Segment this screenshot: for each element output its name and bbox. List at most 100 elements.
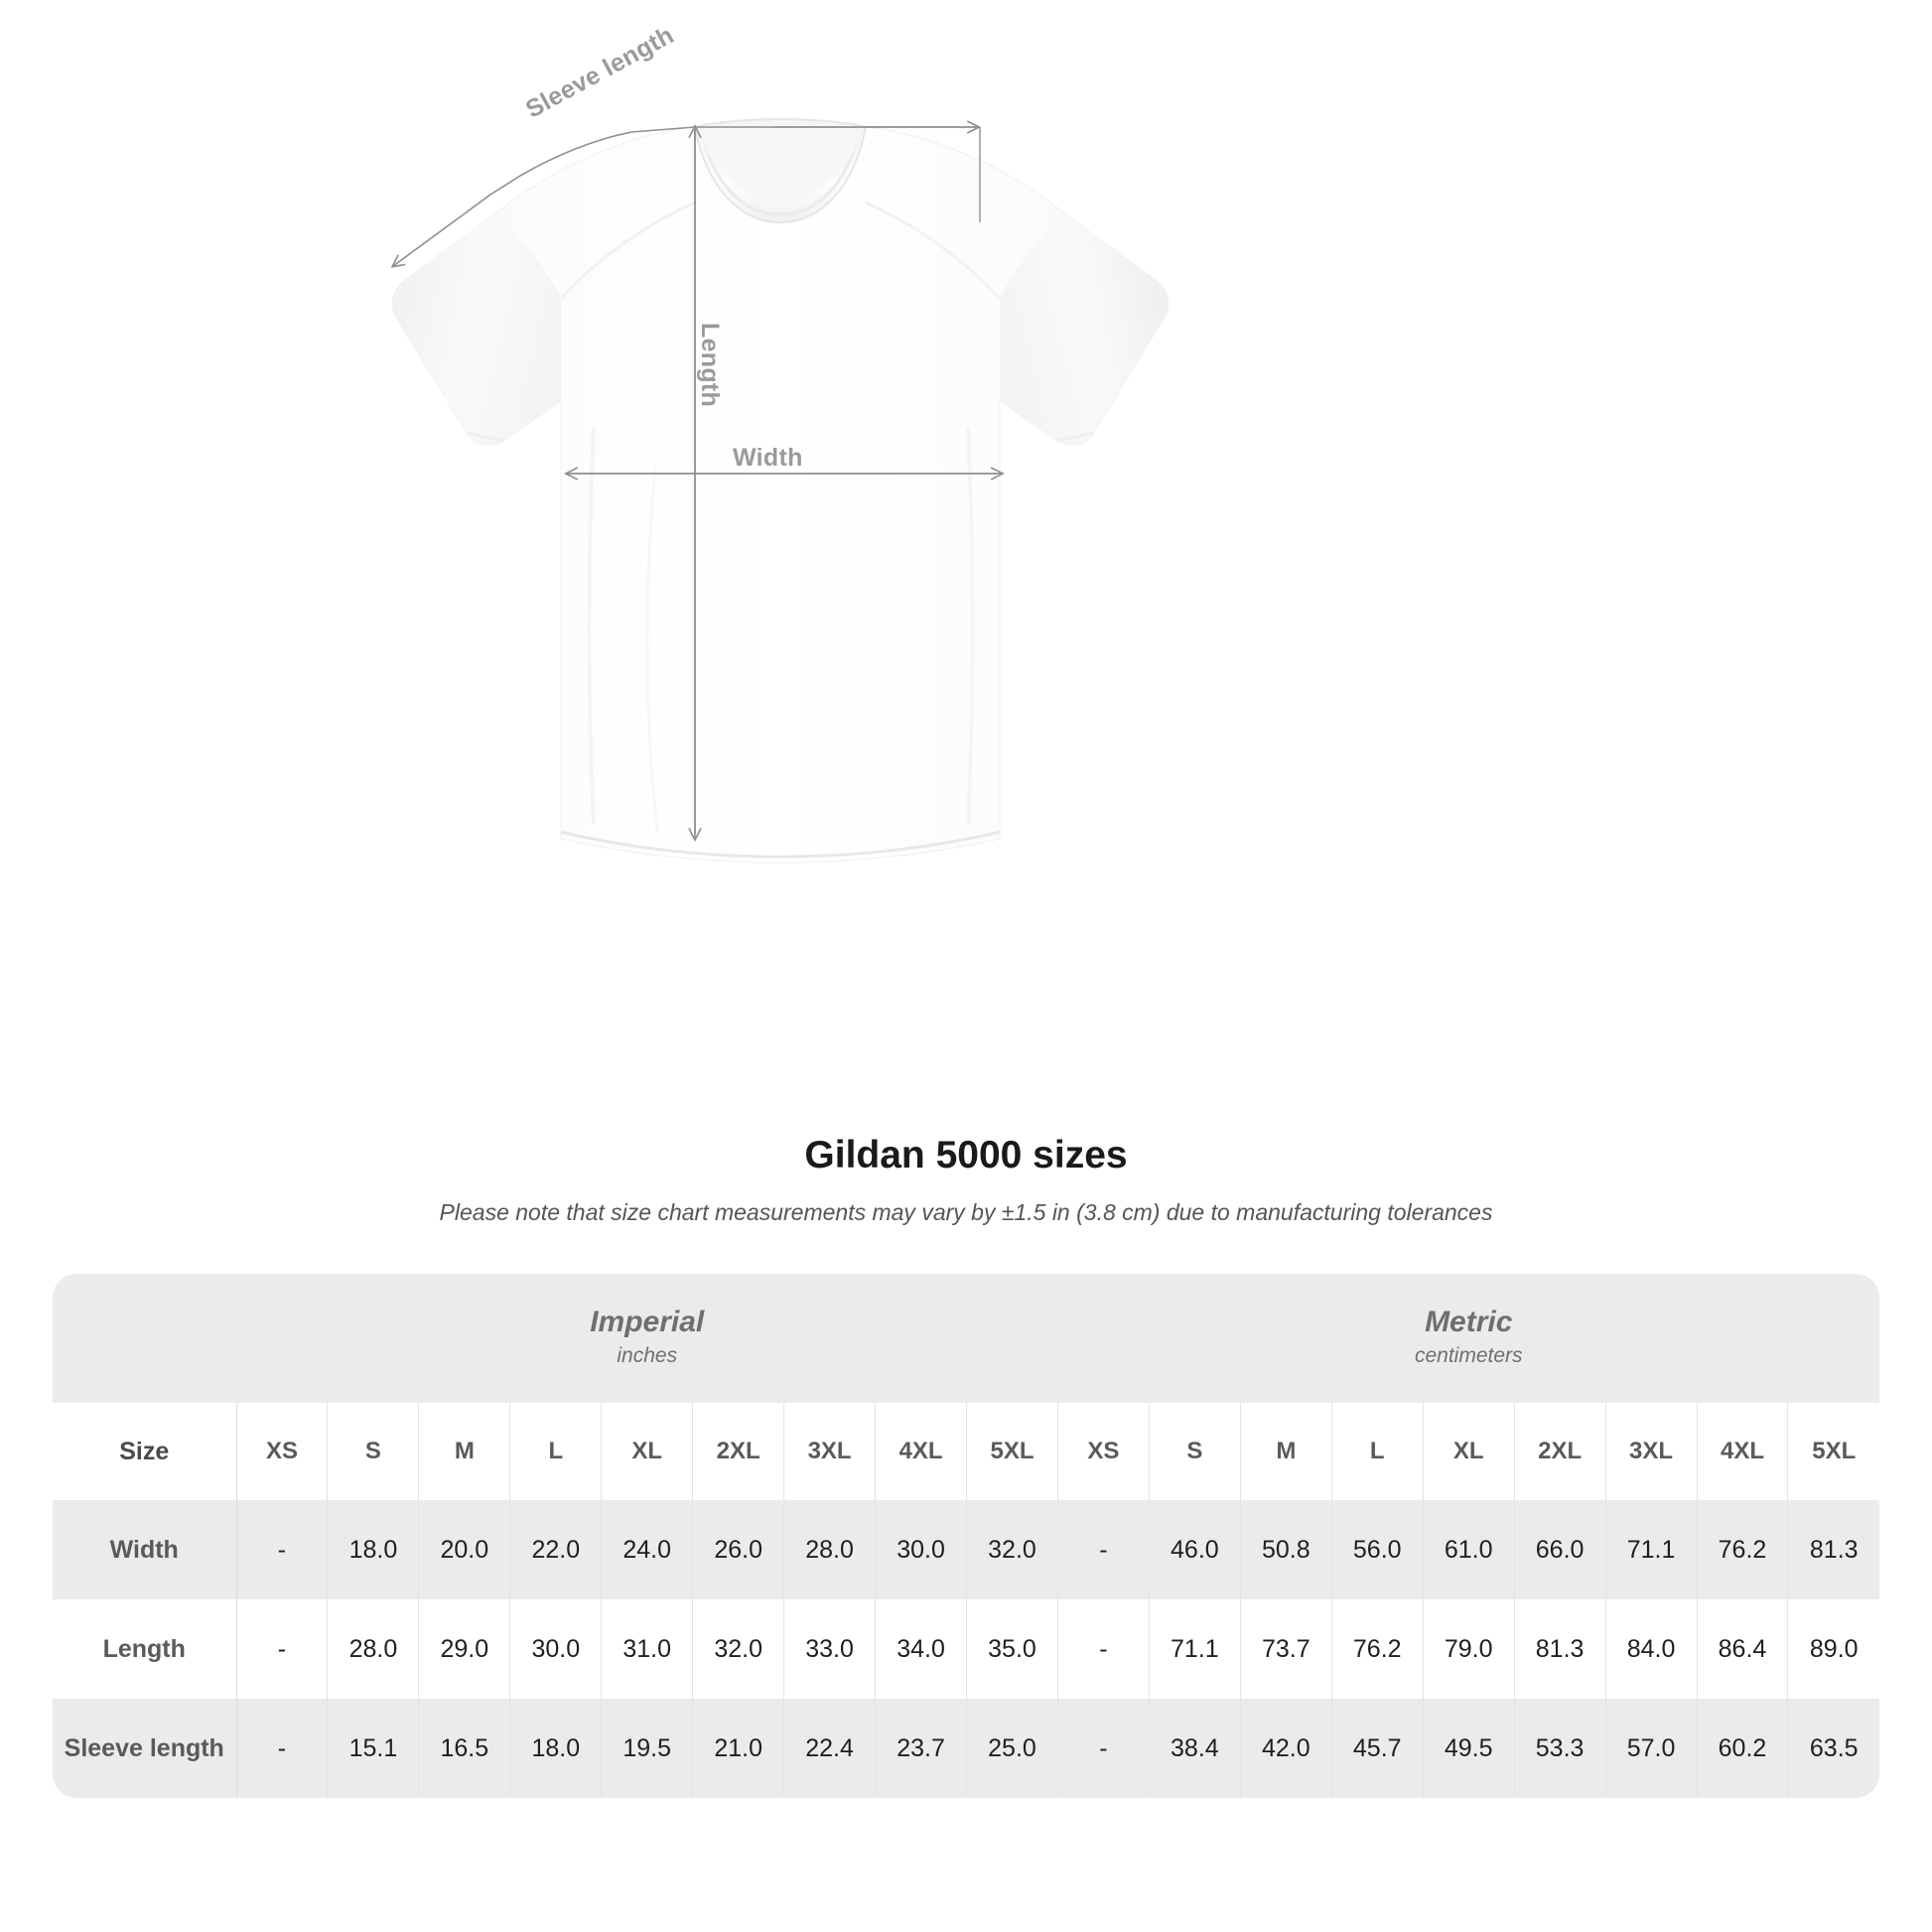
measurement-cell: 84.0 xyxy=(1605,1599,1698,1699)
measurement-cell: 38.4 xyxy=(1149,1699,1241,1798)
unit-banner-imperial: Imperial inches xyxy=(236,1274,1058,1403)
measurement-cell: 22.0 xyxy=(509,1500,603,1599)
size-header-imperial-2xl: 2XL xyxy=(692,1403,785,1500)
measurement-cell: 49.5 xyxy=(1423,1699,1515,1798)
measurement-cell: - xyxy=(236,1500,329,1599)
size-header-metric-2xl: 2XL xyxy=(1514,1403,1606,1500)
measurement-cell: 53.3 xyxy=(1514,1699,1606,1798)
measurement-cell: 21.0 xyxy=(692,1699,785,1798)
measurement-cell: 73.7 xyxy=(1240,1599,1332,1699)
size-header-imperial-3xl: 3XL xyxy=(783,1403,877,1500)
measurement-cell: - xyxy=(236,1599,329,1699)
row-label-length: Length xyxy=(53,1599,237,1699)
size-header-imperial-s: S xyxy=(327,1403,420,1500)
unit-banner-spacer xyxy=(53,1274,236,1403)
chart-heading: Gildan 5000 sizes Please note that size … xyxy=(0,1132,1932,1228)
measurement-cell: 86.4 xyxy=(1697,1599,1789,1699)
sleeve-length-dimension xyxy=(393,127,981,266)
measurement-cell: 24.0 xyxy=(601,1500,694,1599)
measurement-cell: - xyxy=(1057,1500,1150,1599)
page-title: Gildan 5000 sizes xyxy=(804,1134,1128,1176)
measurement-cell: 60.2 xyxy=(1697,1699,1789,1798)
measurement-cell: - xyxy=(1057,1699,1150,1798)
measurement-cell: 18.0 xyxy=(509,1699,603,1798)
measurement-cell: 89.0 xyxy=(1787,1599,1880,1699)
size-header-imperial-m: M xyxy=(418,1403,511,1500)
size-header-metric-l: L xyxy=(1331,1403,1424,1500)
size-header-metric-s: S xyxy=(1149,1403,1241,1500)
measurement-cell: 61.0 xyxy=(1423,1500,1515,1599)
size-chart-table: Imperial inches Metric centimeters Size … xyxy=(53,1274,1880,1798)
unit-system-imperial: Imperial xyxy=(590,1306,705,1338)
measurement-cell: 63.5 xyxy=(1787,1699,1880,1798)
measurement-cell: 22.4 xyxy=(783,1699,877,1798)
size-header-metric-m: M xyxy=(1240,1403,1332,1500)
size-header-row: Size XS S M L XL 2XL 3XL 4XL 5XL XS S M L XL 2XL 3XL 4XL… xyxy=(53,1403,1880,1500)
table-row: Length -28.0 29.0 30.0 31.0 32.0 33.0 34.0 35.0-… xyxy=(53,1599,1880,1699)
unit-sub-imperial: inches xyxy=(617,1343,678,1367)
measurement-cell: - xyxy=(236,1699,329,1798)
row-label-sleeve-length: Sleeve length xyxy=(53,1699,237,1798)
unit-banner-row: Imperial inches Metric centimeters xyxy=(53,1274,1880,1403)
measurement-cell: 81.3 xyxy=(1514,1599,1606,1699)
measurement-cell: 28.0 xyxy=(783,1500,877,1599)
measurement-cell: 71.1 xyxy=(1605,1500,1698,1599)
tshirt-illustration xyxy=(0,117,1170,864)
measurement-cell: - xyxy=(1057,1599,1150,1699)
measurement-cell: 30.0 xyxy=(875,1500,967,1599)
size-chart-table-wrapper: Imperial inches Metric centimeters Size … xyxy=(53,1274,1880,1798)
measurement-cell: 76.2 xyxy=(1697,1500,1789,1599)
table-row: Width -18.0 20.0 22.0 24.0 26.0 28.0 30.0 32.0-4… xyxy=(53,1500,1880,1599)
measurement-cell: 42.0 xyxy=(1240,1699,1332,1798)
measurement-cell: 25.0 xyxy=(966,1699,1058,1798)
unit-system-metric: Metric xyxy=(1425,1306,1513,1338)
measurement-cell: 45.7 xyxy=(1331,1699,1424,1798)
measurement-cell: 35.0 xyxy=(966,1599,1058,1699)
unit-sub-metric: centimeters xyxy=(1414,1343,1523,1367)
measurement-cell: 20.0 xyxy=(418,1500,511,1599)
measurement-cell: 46.0 xyxy=(1149,1500,1241,1599)
measurement-cell: 15.1 xyxy=(327,1699,420,1798)
measurement-cell: 18.0 xyxy=(327,1500,420,1599)
measurement-cell: 81.3 xyxy=(1787,1500,1880,1599)
unit-banner-metric: Metric centimeters xyxy=(1057,1274,1880,1403)
measurement-cell: 23.7 xyxy=(875,1699,967,1798)
measurement-cell: 56.0 xyxy=(1331,1500,1424,1599)
size-chart-thead: Imperial inches Metric centimeters Size … xyxy=(53,1274,1880,1500)
size-header-imperial-xs: XS xyxy=(236,1403,329,1500)
measurement-cell: 33.0 xyxy=(783,1599,877,1699)
measurement-cell: 79.0 xyxy=(1423,1599,1515,1699)
shirt-body-shape xyxy=(391,117,1170,864)
measurement-cell: 32.0 xyxy=(966,1500,1058,1599)
tolerance-note: Please note that size chart measurements… xyxy=(439,1198,1493,1225)
measurement-cell: 29.0 xyxy=(418,1599,511,1699)
measurement-cell: 32.0 xyxy=(692,1599,785,1699)
size-header-metric-xs: XS xyxy=(1057,1403,1150,1500)
width-label: Width xyxy=(733,444,803,472)
size-header-imperial-l: L xyxy=(509,1403,603,1500)
measurement-cell: 71.1 xyxy=(1149,1599,1241,1699)
dimension-lines xyxy=(393,127,1002,839)
size-header-metric-3xl: 3XL xyxy=(1605,1403,1698,1500)
measurement-cell: 76.2 xyxy=(1331,1599,1424,1699)
length-label: Length xyxy=(696,323,724,408)
table-row: Sleeve length -15.1 16.5 18.0 19.5 21.0 22.4 23… xyxy=(53,1699,1880,1798)
size-header-metric-5xl: 5XL xyxy=(1787,1403,1880,1500)
tshirt-diagram: Sleeve length Length Width xyxy=(0,21,1170,864)
measurement-cell: 31.0 xyxy=(601,1599,694,1699)
size-header-imperial-xl: XL xyxy=(601,1403,694,1500)
measurement-cell: 57.0 xyxy=(1605,1699,1698,1798)
measurement-cell: 19.5 xyxy=(601,1699,694,1798)
size-header-metric-4xl: 4XL xyxy=(1697,1403,1789,1500)
measurement-cell: 30.0 xyxy=(509,1599,603,1699)
measurement-cell: 50.8 xyxy=(1240,1500,1332,1599)
measurement-cell: 26.0 xyxy=(692,1500,785,1599)
measurement-cell: 34.0 xyxy=(875,1599,967,1699)
measurement-cell: 28.0 xyxy=(327,1599,420,1699)
row-label-width: Width xyxy=(53,1500,237,1599)
size-header-imperial-4xl: 4XL xyxy=(875,1403,967,1500)
measurement-cell: 16.5 xyxy=(418,1699,511,1798)
size-chart-tbody: Width -18.0 20.0 22.0 24.0 26.0 28.0 30.0 32.0-4… xyxy=(53,1500,1880,1798)
measurement-cell: 66.0 xyxy=(1514,1500,1606,1599)
size-header-imperial-5xl: 5XL xyxy=(966,1403,1058,1500)
